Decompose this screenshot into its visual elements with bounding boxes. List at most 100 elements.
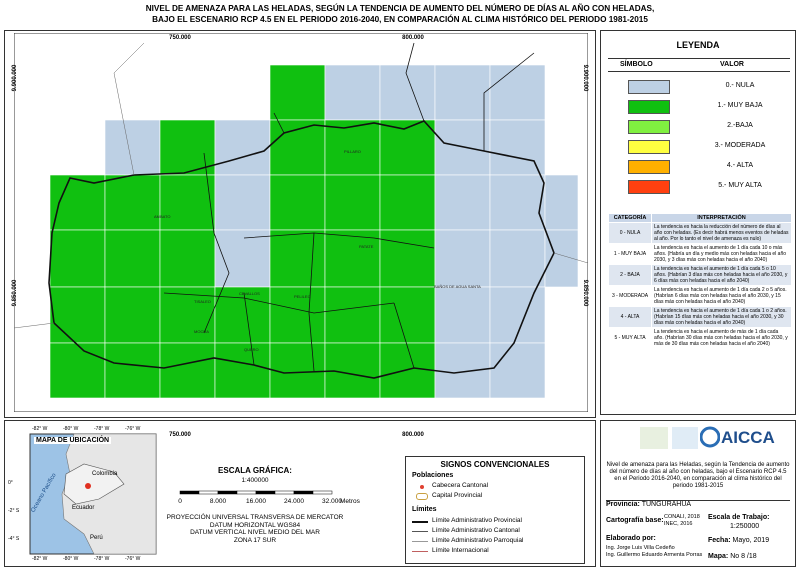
grid-cell bbox=[104, 342, 161, 399]
grid-cell bbox=[269, 174, 326, 231]
y-coord: 9.850.000 bbox=[12, 279, 18, 307]
grid-cell bbox=[269, 342, 326, 399]
lon-label: -80° W bbox=[63, 426, 79, 432]
label: Fecha: bbox=[708, 537, 731, 544]
legend-swatch bbox=[628, 120, 670, 134]
base-label: Cartografía base: bbox=[606, 517, 664, 524]
scale-unit: Metros bbox=[340, 498, 361, 505]
grid-cell bbox=[434, 229, 491, 288]
legend-label: 3.- MODERADA bbox=[714, 142, 766, 149]
aicca-logo: AICCA bbox=[721, 428, 775, 447]
grid-cell bbox=[489, 229, 546, 288]
legend-label: 4.- ALTA bbox=[726, 162, 754, 169]
grid-cell bbox=[159, 286, 216, 344]
table-cell: 2 - BAJA bbox=[608, 264, 652, 286]
limit-item: Límite Administrativo Parroquial bbox=[432, 537, 524, 544]
scale-segment bbox=[274, 490, 295, 495]
grid-cell bbox=[489, 342, 546, 399]
legend-label: 1.- MUY BAJA bbox=[717, 102, 763, 109]
title: NIVEL DE AMENAZA PARA LAS HELADAS, SEGÚN… bbox=[0, 3, 800, 25]
limits: Límites bbox=[412, 506, 437, 513]
table-row: 0 - NULA La tendencia es hacia la reducci… bbox=[608, 222, 792, 244]
table-row: 5 - MUY ALTA La tendencia es hacia el aum… bbox=[608, 327, 792, 349]
signs-box bbox=[405, 456, 585, 564]
grid-cell bbox=[379, 229, 436, 288]
lon-label: -80° W bbox=[63, 556, 79, 562]
grid-cell bbox=[324, 64, 381, 121]
grid-cell bbox=[159, 174, 216, 231]
scale-tick: 24.000 bbox=[284, 498, 304, 505]
table-cell: La tendencia es hacia el aumento de 1 dí… bbox=[651, 264, 792, 286]
country-label: Ecuador bbox=[72, 505, 95, 511]
limit-item: Límite Internacional bbox=[432, 547, 489, 554]
scale-tick: 16.000 bbox=[246, 498, 266, 505]
legend-title: LEYENDA bbox=[676, 40, 720, 50]
scale-segment bbox=[293, 490, 314, 495]
legend-swatch bbox=[628, 100, 670, 114]
grid-cell bbox=[269, 229, 326, 288]
grid-cell bbox=[214, 174, 271, 231]
grid-cell bbox=[104, 119, 161, 176]
projection-line: DATUM VERTICAL NIVEL MEDIO DEL MAR bbox=[190, 529, 320, 536]
grid-cell bbox=[434, 342, 491, 399]
authors: Ing. Jorge Luis Villa Cedeño Ing. Guille… bbox=[606, 545, 702, 559]
map-no-row: Mapa: No 8 /18 bbox=[708, 553, 757, 560]
legend-header bbox=[608, 58, 790, 72]
table-cell: 1 - MUY BAJA bbox=[608, 243, 652, 265]
place-label: PELILEO bbox=[294, 294, 311, 299]
logo bbox=[640, 427, 668, 449]
grid-cell bbox=[379, 342, 436, 399]
y-coord: 9.900.000 bbox=[582, 64, 588, 92]
scale-ratio: 1:400000 bbox=[241, 477, 269, 484]
table-cell: 4 - ALTA bbox=[608, 306, 652, 328]
place-label: MOCHA bbox=[194, 329, 209, 334]
table-cell: La tendencia es hacia el aumento de 1 dí… bbox=[651, 243, 792, 265]
x-coord: 800.000 bbox=[402, 35, 424, 41]
author: Ing. Guillermo Eduardo Armenta Porras bbox=[606, 552, 703, 558]
aicca-icon bbox=[700, 426, 720, 448]
x-coord: 750.000 bbox=[169, 35, 191, 41]
grid-cell bbox=[324, 119, 381, 176]
place-label: CEVALLOS bbox=[239, 291, 260, 296]
scale-segment bbox=[217, 490, 238, 495]
lon-label: -76° W bbox=[125, 556, 141, 562]
label: Mapa: bbox=[708, 553, 729, 560]
author-label: Elaborado por: bbox=[606, 535, 656, 542]
grid-cell bbox=[269, 64, 326, 121]
table-cell: La tendencia es hacia el aumento de 1 dí… bbox=[651, 285, 792, 307]
legend-label: 5.- MUY ALTA bbox=[718, 182, 762, 189]
grid-cell bbox=[104, 174, 161, 231]
legend-label: 0.- NULA bbox=[725, 82, 755, 89]
legend-box bbox=[600, 30, 796, 415]
place-label: PATATE bbox=[359, 244, 374, 249]
country-label: Colombia bbox=[92, 471, 118, 477]
legend-swatch bbox=[628, 180, 670, 194]
ministry-logos bbox=[640, 427, 698, 449]
lon-label: -82° W bbox=[32, 556, 48, 562]
lat-label: -4° S bbox=[8, 536, 20, 542]
place-label: QUERO bbox=[244, 347, 259, 352]
map-no: No 8 /18 bbox=[730, 553, 757, 560]
grid-cell bbox=[49, 229, 106, 288]
info-box bbox=[600, 420, 796, 567]
scale-label: Escala de Trabajo: bbox=[708, 514, 770, 521]
table-cell: La tendencia es hacia el aumento de más … bbox=[651, 327, 792, 349]
boundaries bbox=[14, 42, 588, 379]
table-row: 4 - ALTA La tendencia es hacia el aumento… bbox=[608, 306, 792, 328]
map-frame bbox=[4, 30, 596, 418]
logo-ring bbox=[700, 426, 720, 448]
x-coord: 750.000 bbox=[169, 432, 191, 438]
province-row: Provincia: TUNGURAHUA bbox=[606, 500, 790, 508]
legend-swatch bbox=[628, 140, 670, 154]
pop-item: Capital Provincial bbox=[432, 492, 483, 499]
scale-tick: 32.000 bbox=[322, 498, 342, 505]
grid-cell bbox=[324, 229, 381, 288]
grid-cell bbox=[379, 119, 436, 176]
place-label: PILLARO bbox=[344, 149, 361, 154]
grid-cell bbox=[104, 229, 161, 288]
date: Mayo, 2019 bbox=[732, 537, 770, 544]
scale-segment bbox=[198, 490, 219, 495]
location-title: MAPA DE UBICACIÓN bbox=[34, 437, 112, 444]
limit-symbol bbox=[412, 551, 428, 552]
